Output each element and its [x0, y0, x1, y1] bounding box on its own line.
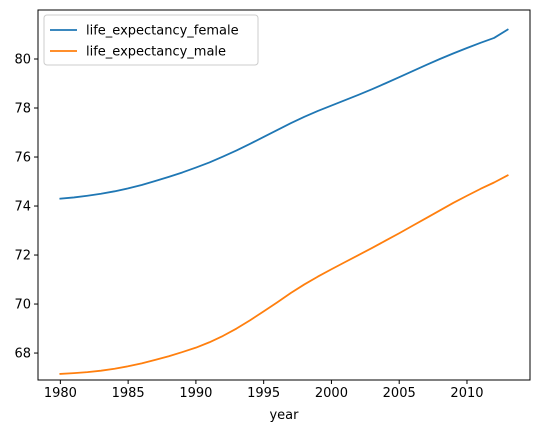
x-tick-label: 1990 — [179, 386, 212, 401]
series-line-0 — [59, 28, 509, 200]
x-tick-label: 2000 — [315, 386, 348, 401]
y-axis-ticks: 68 70 72 74 76 78 80 — [14, 53, 38, 362]
series-line-1 — [59, 174, 509, 375]
x-tick-label: 1980 — [44, 386, 77, 401]
x-tick-label: 1985 — [112, 386, 145, 401]
y-tick-label: 76 — [14, 151, 31, 166]
x-axis-label: year — [269, 408, 299, 423]
legend-label-female: life_expectancy_female — [86, 24, 239, 39]
series-layer — [59, 28, 509, 375]
x-axis-ticks: 1980 1985 1990 1995 2000 2005 2010 — [44, 380, 484, 401]
legend-label-male: life_expectancy_male — [86, 45, 226, 60]
legend-box — [43, 14, 259, 66]
plot-area — [38, 10, 530, 380]
plot-frame — [37, 9, 531, 381]
y-tick-label: 78 — [14, 102, 31, 117]
legend: life_expectancy_female life_expectancy_m… — [43, 14, 259, 66]
x-tick-label: 1995 — [247, 386, 280, 401]
y-tick-label: 74 — [14, 200, 31, 215]
y-tick-label: 68 — [14, 347, 31, 362]
x-tick-label: 2005 — [383, 386, 416, 401]
y-tick-label: 70 — [14, 298, 31, 313]
x-tick-label: 2010 — [450, 386, 483, 401]
y-tick-label: 80 — [14, 53, 31, 68]
y-tick-label: 72 — [14, 249, 31, 264]
